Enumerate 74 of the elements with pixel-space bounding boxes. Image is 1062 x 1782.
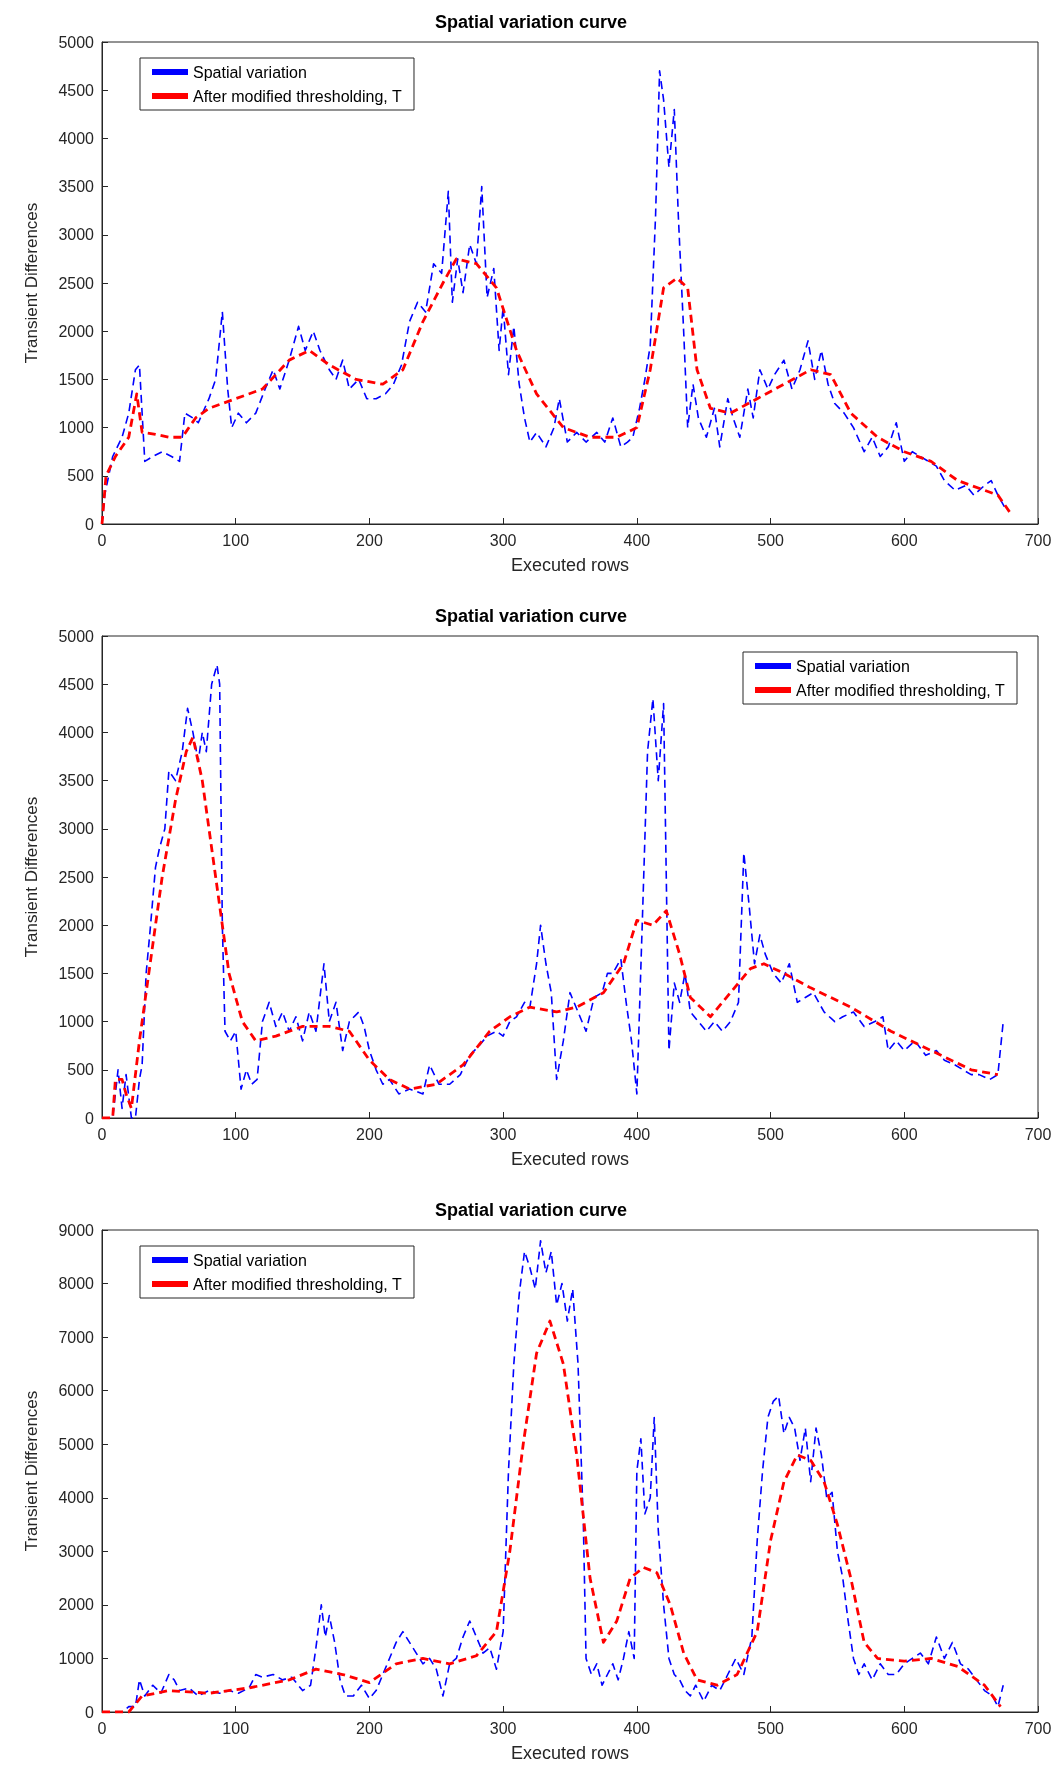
line-series [100,1319,1002,1714]
y-tick-label: 0 [85,1109,95,1127]
y-tick-label: 5000 [58,627,95,645]
y-tick-label: 0 [85,1703,95,1721]
y-tick-label: 3000 [58,1542,95,1560]
x-tick-label: 400 [623,531,651,549]
y-axis-title: Transient Differences [22,202,41,364]
y-tick-label: 4500 [58,675,95,693]
y-tick-label: 3500 [58,178,95,196]
x-tick-label: 700 [1024,1125,1052,1143]
y-axis-title: Transient Differences [22,1390,41,1552]
legend-label: Spatial variation [193,1251,307,1269]
x-tick-label: 400 [623,1719,651,1737]
y-tick-label: 0 [85,515,95,533]
line-series [100,735,1000,1120]
x-tick-label: 200 [356,1719,383,1737]
y-tick-label: 500 [67,1061,95,1079]
y-tick-label: 5000 [58,33,95,51]
x-tick-label: 300 [489,531,517,549]
y-tick-label: 7000 [58,1328,95,1346]
x-tick-label: 0 [97,531,107,549]
y-tick-label: 1500 [58,964,95,982]
y-tick-label: 8000 [58,1275,95,1293]
x-tick-label: 700 [1024,531,1052,549]
y-tick-label: 4500 [58,81,95,99]
chart-title: Spatial variation curve [434,606,628,626]
x-tick-label: 600 [890,1719,918,1737]
x-tick-label: 300 [489,1125,517,1143]
y-tick-label: 2000 [58,322,95,340]
x-tick-label: 0 [97,1719,107,1737]
y-tick-label: 1000 [58,419,95,437]
y-tick-label: 3500 [58,772,95,790]
y-tick-label: 2500 [58,274,95,292]
x-tick-label: 400 [623,1125,651,1143]
y-tick-label: 4000 [58,1489,95,1507]
y-tick-label: 1500 [58,370,95,388]
y-tick-label: 2000 [58,916,95,934]
chart-title: Spatial variation curve [434,1200,628,1220]
y-tick-label: 9000 [58,1221,95,1239]
chart-title: Spatial variation curve [434,12,628,32]
y-tick-label: 500 [67,467,95,485]
legend-label: Spatial variation [796,657,910,675]
x-axis-title: Executed rows [510,1743,630,1763]
x-tick-label: 100 [222,531,250,549]
x-tick-label: 500 [757,531,785,549]
x-tick-label: 100 [222,1125,250,1143]
y-tick-label: 6000 [58,1382,95,1400]
x-axis-title: Executed rows [510,1149,630,1169]
x-tick-label: 0 [97,1125,107,1143]
y-tick-label: 4000 [58,723,95,741]
y-tick-label: 1000 [58,1013,95,1031]
legend-label: After modified thresholding, T [193,1275,402,1293]
x-tick-label: 100 [222,1719,250,1737]
x-tick-label: 700 [1024,1719,1052,1737]
y-tick-label: 2500 [58,868,95,886]
x-tick-label: 300 [489,1719,517,1737]
y-tick-label: 3000 [58,820,95,838]
x-tick-label: 200 [356,531,383,549]
x-tick-label: 600 [890,531,918,549]
y-tick-label: 3000 [58,226,95,244]
x-tick-label: 500 [757,1125,785,1143]
y-axis-title: Transient Differences [22,796,41,958]
x-tick-label: 200 [356,1125,383,1143]
legend-label: After modified thresholding, T [193,87,402,105]
x-tick-label: 500 [757,1719,785,1737]
y-tick-label: 4000 [58,129,95,147]
line-series [100,257,1013,526]
y-tick-label: 1000 [58,1649,95,1667]
y-tick-label: 5000 [58,1435,95,1453]
x-axis-title: Executed rows [510,555,630,575]
y-tick-label: 2000 [58,1596,95,1614]
x-tick-label: 600 [890,1125,918,1143]
legend-label: Spatial variation [193,63,307,81]
legend-label: After modified thresholding, T [796,681,1005,699]
